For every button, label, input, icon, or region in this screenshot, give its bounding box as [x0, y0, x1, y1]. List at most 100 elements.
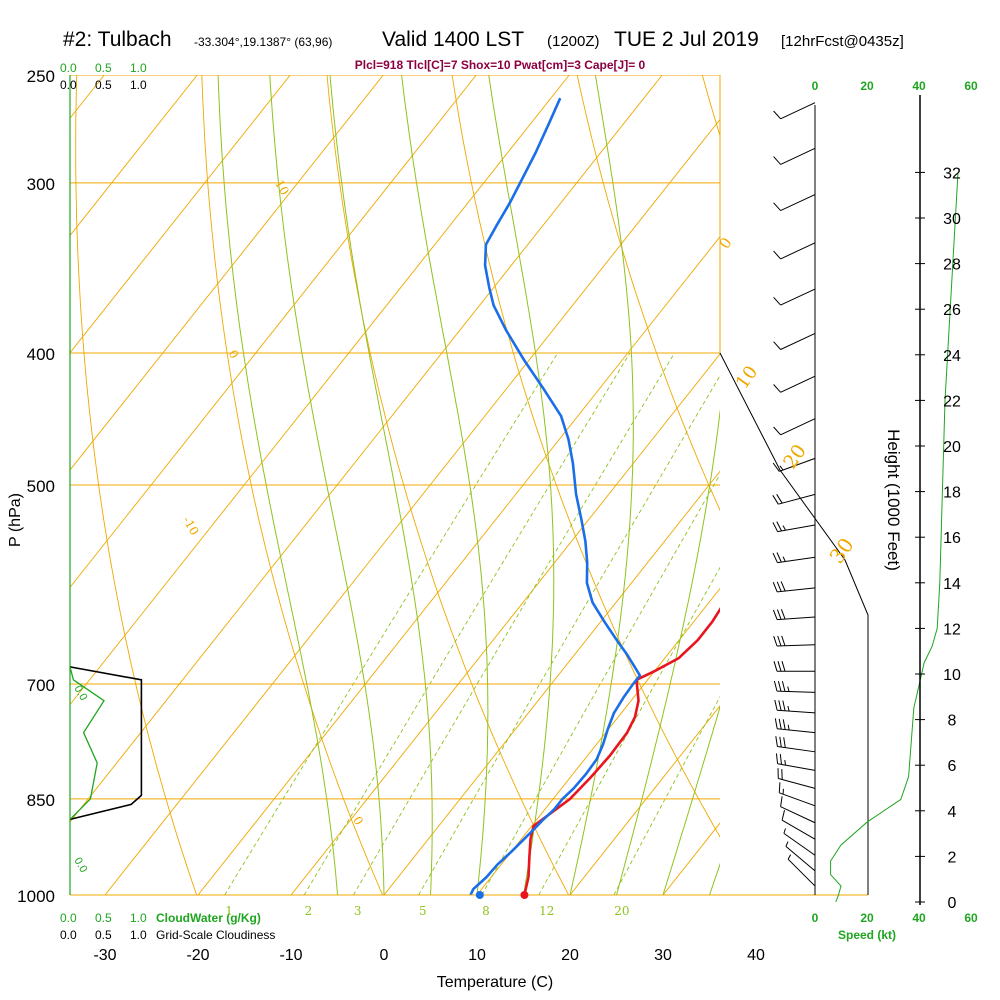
height-tick-label: 16: [943, 530, 961, 547]
barb-flag: [779, 754, 782, 765]
height-tick-label: 0: [948, 895, 957, 912]
mixing-ratio-line: [613, 695, 720, 895]
barb-flag: [772, 609, 778, 620]
y-axis-label: P (hPa): [7, 493, 24, 547]
height-tick-label: 22: [943, 393, 961, 410]
barb-flag: [773, 384, 781, 393]
barb-flag: [772, 552, 778, 563]
barb-flag: [780, 609, 786, 620]
barb-staff: [777, 746, 816, 753]
barb-flag: [773, 296, 781, 306]
isotherm-curve-label: 20: [779, 440, 811, 472]
barb-half-flag: [787, 686, 790, 692]
pressure-tick-label: 400: [27, 345, 55, 364]
wind-barb: [773, 680, 816, 693]
wind-barb: [774, 718, 816, 734]
barb-staff: [777, 587, 816, 593]
wind-barb: [775, 736, 816, 753]
barb-flag: [772, 495, 779, 505]
barb-flag: [773, 661, 778, 672]
barb-staff: [780, 333, 816, 350]
height-tick-label: 32: [943, 165, 961, 182]
height-tick-label: 6: [948, 758, 957, 775]
cloudiness-scale-label: 1.0: [130, 928, 147, 942]
barb-half-flag: [782, 556, 786, 562]
cloudiness-label: Grid-Scale Cloudiness: [156, 928, 275, 942]
wind-barb: [773, 333, 816, 350]
sounding-line: [523, 607, 720, 895]
mixing-ratio-label: 1: [225, 904, 233, 918]
speed-axis-label: Speed (kt): [838, 928, 896, 942]
dry-adiabat-line: [827, 75, 1000, 895]
temperature-tick-label: 20: [561, 947, 579, 964]
wind-barb: [772, 581, 816, 593]
pressure-tick-label: 250: [27, 67, 55, 86]
pressure-tick-label: 300: [27, 175, 55, 194]
barb-flag: [773, 680, 778, 692]
wind-barb: [777, 768, 816, 789]
barb-flag: [773, 110, 781, 120]
isotherm-line: [70, 75, 291, 354]
mixing-ratio-label: 3: [354, 904, 362, 918]
speed-tick-label: 60: [964, 911, 978, 925]
barb-flag: [776, 609, 782, 620]
isotherm-line: [756, 75, 1000, 895]
wind-barb: [785, 841, 816, 872]
height-tick-label: 18: [943, 485, 961, 502]
barb-staff: [781, 819, 816, 840]
temperature-tick-label: -30: [93, 947, 116, 964]
speed-tick-label: 0: [812, 79, 819, 93]
cloudiness-scale-label: 0.5: [95, 928, 112, 942]
height-tick-label: 26: [943, 302, 961, 319]
temperature-tick-label: 0: [380, 947, 389, 964]
utc-time: (1200Z): [547, 33, 600, 50]
cloudiness-scale-label: 0.5: [95, 78, 112, 92]
moist-adiabat-line: [569, 75, 634, 895]
mixing-ratio-line: [418, 374, 720, 895]
cloudwater-label: CloudWater (g/Kg): [156, 911, 261, 925]
mixing-ratio-label: 8: [482, 904, 490, 918]
pressure-tick-label: 1000: [17, 887, 55, 906]
cloudwater-scale-label: 1.0: [130, 911, 147, 925]
isotherm-line: [70, 75, 198, 237]
cloud-panel: 0.0 0.0 0.0 0.0 0.5 0.5 0.5 0.5 1.0 1.0 1.0 1.0 Clou…: [60, 61, 275, 942]
surface-marker: [520, 891, 529, 899]
isotherm-line: [476, 587, 720, 895]
wind-barb: [773, 194, 816, 212]
barb-staff: [777, 556, 816, 564]
barb-flag: [781, 809, 785, 821]
thermo-grid: [0, 75, 1000, 895]
wind-barb: [773, 147, 816, 165]
moist-adiabat-line: [662, 705, 720, 895]
sounding-profiles: [469, 97, 720, 895]
isotherm-line: [0, 75, 11, 895]
valid-date: TUE 2 Jul 2019: [614, 28, 759, 51]
isotherm-line: [569, 705, 720, 895]
wind-barb: [773, 661, 816, 672]
height-axis-title: Height (1000 Feet): [884, 429, 903, 571]
station-coords: -33.304°,19.1387° (63,96): [194, 35, 333, 49]
dry-adiabat-line: [75, 75, 198, 895]
height-tick-label: 8: [948, 713, 957, 730]
sounding-line: [469, 97, 642, 895]
barb-flag: [778, 718, 782, 730]
barb-half-flag: [784, 759, 786, 766]
surface-marker: [475, 891, 484, 899]
mixing-ratio-line: [303, 352, 631, 895]
wind-barb: [773, 375, 816, 393]
wind-barb: [773, 635, 816, 647]
temperature-tick-label: -10: [279, 947, 302, 964]
barb-staff: [779, 457, 816, 472]
barb-staff: [778, 778, 816, 789]
moist-adiabat-line: [329, 75, 433, 895]
barb-staff: [777, 728, 816, 734]
barb-flag: [780, 796, 783, 807]
forecast-info: [12hrFcst@0435z]: [781, 33, 904, 50]
cloudwater-scale-label: 0.5: [95, 61, 112, 75]
barb-staff: [777, 524, 816, 533]
barb-staff: [776, 644, 816, 647]
cloudwater-scale-label: 1.0: [130, 61, 147, 75]
barb-flag: [783, 737, 786, 748]
barb-half-flag: [787, 705, 790, 712]
